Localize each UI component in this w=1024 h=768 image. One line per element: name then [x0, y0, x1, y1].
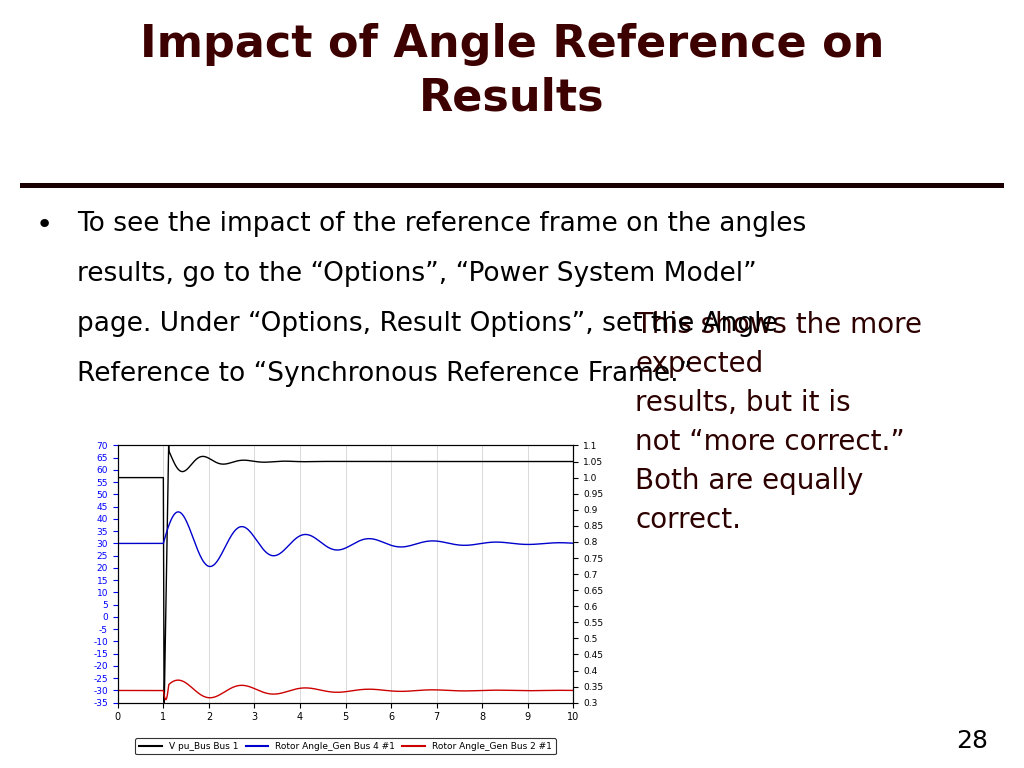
Text: •: •: [36, 211, 53, 239]
Text: page. Under “Options, Result Options”, set the Angle: page. Under “Options, Result Options”, s…: [77, 311, 777, 337]
Text: Reference to “Synchronous Reference Frame.”: Reference to “Synchronous Reference Fram…: [77, 361, 692, 387]
Text: results, go to the “Options”, “Power System Model”: results, go to the “Options”, “Power Sys…: [77, 261, 757, 287]
Text: Impact of Angle Reference on
Results: Impact of Angle Reference on Results: [140, 23, 884, 119]
Legend: V pu_Bus Bus 1, Rotor Angle_Gen Bus 4 #1, Rotor Angle_Gen Bus 2 #1: V pu_Bus Bus 1, Rotor Angle_Gen Bus 4 #1…: [135, 738, 556, 754]
Text: To see the impact of the reference frame on the angles: To see the impact of the reference frame…: [77, 211, 806, 237]
Text: 28: 28: [956, 729, 988, 753]
Text: This shows the more
expected
results, but it is
not “more correct.”
Both are equ: This shows the more expected results, bu…: [636, 311, 923, 534]
